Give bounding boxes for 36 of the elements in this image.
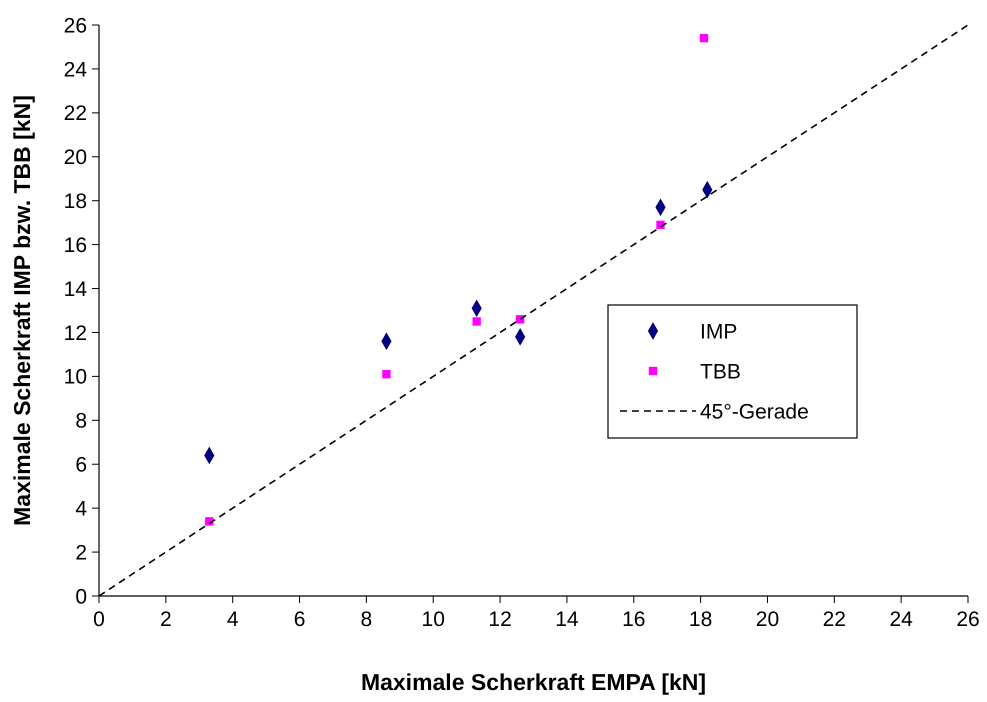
- x-tick-label: 10: [422, 608, 445, 631]
- y-tick-label: 10: [64, 366, 87, 389]
- x-tick-label: 20: [756, 608, 780, 631]
- y-tick-label: 4: [75, 498, 88, 521]
- y-tick-label: 14: [64, 278, 88, 301]
- x-tick-label: 18: [688, 608, 712, 631]
- x-tick-label: 14: [555, 608, 579, 631]
- y-tick-label: 12: [64, 322, 87, 345]
- y-tick-label: 0: [75, 585, 87, 608]
- x-tick-label: 24: [889, 608, 914, 631]
- x-tick-label: 12: [488, 608, 512, 631]
- y-tick-label: 22: [64, 102, 87, 126]
- y-tick-label: 2: [75, 541, 87, 564]
- x-tick-label: 2: [160, 608, 172, 631]
- x-tick-label: 6: [294, 608, 306, 631]
- y-tick-label: 6: [75, 454, 87, 477]
- y-axis-title: Maximale Scherkraft IMP bzw. TBB [kN]: [9, 95, 35, 526]
- y-tick-label: 26: [64, 14, 87, 38]
- legend-label: TBB: [700, 360, 741, 384]
- x-tick-label: 0: [93, 608, 105, 631]
- point: [382, 370, 391, 378]
- y-tick-label: 16: [64, 234, 87, 257]
- point: [700, 34, 708, 42]
- y-tick-label: 18: [64, 190, 87, 214]
- x-tick-label: 26: [956, 608, 980, 631]
- legend-label: IMP: [700, 320, 738, 344]
- x-tick-label: 4: [226, 608, 239, 631]
- x-tick-label: 8: [360, 608, 372, 631]
- y-tick-label: 20: [64, 146, 87, 170]
- x-tick-label: 22: [822, 608, 846, 631]
- x-tick-label: 16: [622, 608, 646, 631]
- point: [472, 317, 481, 326]
- y-tick-label: 24: [64, 58, 88, 82]
- y-tick-label: 8: [75, 410, 87, 433]
- x-axis-title: Maximale Scherkraft EMPA [kN]: [360, 669, 706, 695]
- legend-label: 45°-Gerade: [700, 400, 809, 424]
